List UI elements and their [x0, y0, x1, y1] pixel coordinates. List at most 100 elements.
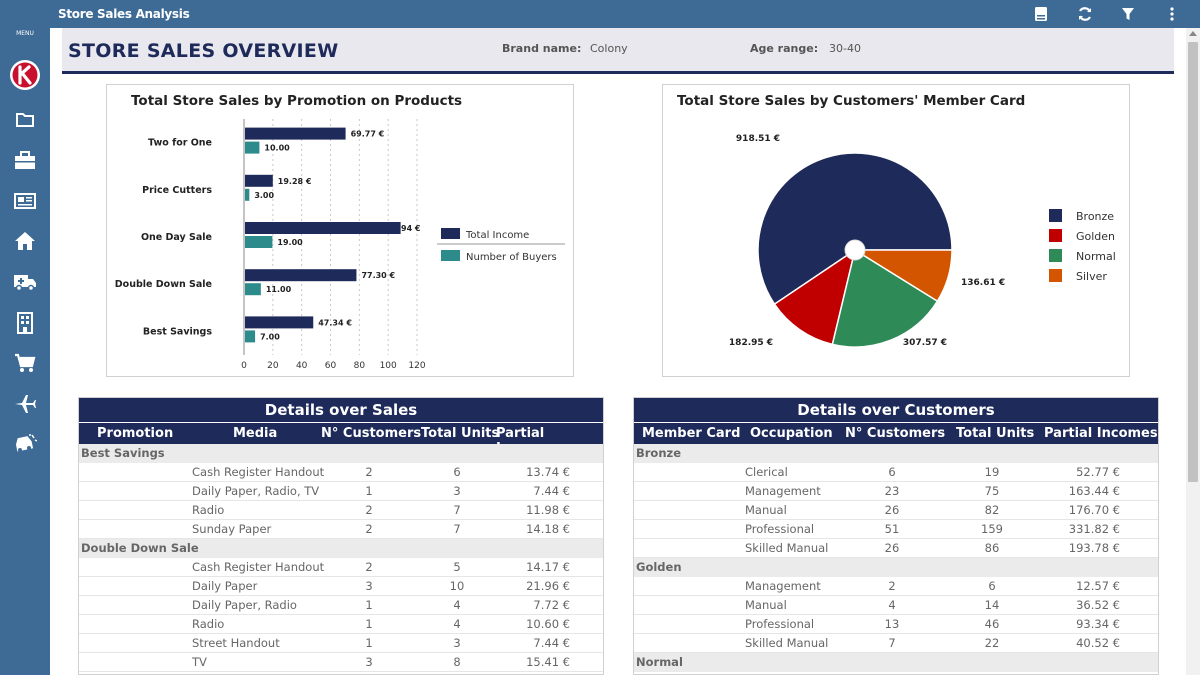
- slice-value-label: 136.61 €: [961, 278, 1005, 288]
- more-vertical-icon[interactable]: [1163, 5, 1181, 23]
- table-row[interactable]: Skilled Manual 7 22 40.52 €: [634, 634, 1158, 653]
- car-crash-icon[interactable]: [13, 432, 37, 456]
- ambulance-icon[interactable]: [13, 270, 37, 294]
- legend-swatch: [1049, 269, 1062, 282]
- table-cell: 19: [984, 465, 1000, 479]
- table-cell: 2: [365, 465, 373, 479]
- data-label: 47.34 €: [318, 318, 352, 327]
- col-customers[interactable]: N° Customers: [845, 426, 946, 441]
- table-row[interactable]: Sunday Paper 2 7 14.18 €: [79, 520, 603, 539]
- table-cell: 46: [984, 617, 1000, 631]
- pie-center-hole: [844, 239, 866, 261]
- table-cell: 331.82 €: [1068, 522, 1120, 536]
- scroll-thumb[interactable]: [1188, 42, 1198, 482]
- data-label: 10.00: [264, 144, 290, 153]
- customers-table-header: Member Card Occupation N° Customers Tota…: [634, 422, 1158, 444]
- home-icon[interactable]: [13, 229, 37, 253]
- x-tick-label: 0: [241, 361, 247, 371]
- table-row[interactable]: TV 3 8 15.41 €: [79, 653, 603, 672]
- logo-icon[interactable]: [9, 59, 41, 91]
- data-label: 19.28 €: [278, 177, 312, 186]
- col-occupation[interactable]: Occupation: [750, 426, 833, 441]
- col-promotion[interactable]: Promotion: [97, 426, 174, 441]
- newspaper-icon[interactable]: [13, 189, 37, 213]
- group-row[interactable]: Best Savings: [79, 444, 603, 463]
- folder-icon[interactable]: [13, 108, 37, 132]
- group-row[interactable]: Golden: [634, 558, 1158, 577]
- table-row[interactable]: Skilled Manual 26 86 193.78 €: [634, 539, 1158, 558]
- table-cell: 1: [365, 617, 373, 631]
- table-cell: 4: [453, 598, 461, 612]
- table-row[interactable]: Manual 4 14 36.52 €: [634, 596, 1158, 615]
- legend-swatch-buyers: [441, 250, 460, 261]
- table-cell: Skilled Manual: [745, 541, 829, 555]
- table-cell: 14.17 €: [526, 560, 570, 574]
- table-cell: 1: [365, 636, 373, 650]
- table-cell: 5: [453, 560, 461, 574]
- table-cell: 10.60 €: [526, 617, 570, 631]
- table-row[interactable]: Management 23 75 163.44 €: [634, 482, 1158, 501]
- col-total-units[interactable]: Total Units: [956, 426, 1035, 441]
- col-partial-incomes[interactable]: Partial Incomes: [1044, 426, 1158, 441]
- income-bar: [245, 269, 357, 282]
- scrollbar[interactable]: [1186, 28, 1200, 675]
- scroll-up-icon[interactable]: [1189, 31, 1197, 36]
- pie-slice-golden: [773, 248, 857, 346]
- sales-table-title: Details over Sales: [79, 398, 603, 422]
- slice-value-label: 182.95 €: [729, 338, 773, 348]
- briefcase-icon[interactable]: [13, 149, 37, 173]
- col-media[interactable]: Media: [233, 426, 278, 441]
- table-cell: 21.96 €: [526, 579, 570, 593]
- legend-swatch: [1049, 249, 1062, 262]
- table-cell: 13.74 €: [526, 465, 570, 479]
- category-label: Double Down Sale: [115, 279, 212, 290]
- table-cell: 7.44 €: [533, 636, 570, 650]
- pie-slice-normal: [831, 248, 939, 348]
- income-bar: [245, 222, 401, 234]
- table-row[interactable]: Daily Paper, Radio 1 4 7.72 €: [79, 596, 603, 615]
- table-cell: 1: [365, 598, 373, 612]
- table-cell: 163.44 €: [1068, 484, 1120, 498]
- document-icon[interactable]: [1032, 5, 1050, 23]
- table-row[interactable]: Management 2 6 12.57 €: [634, 577, 1158, 596]
- table-cell: Management: [745, 579, 821, 593]
- table-row[interactable]: Street Handout 1 3 7.44 €: [79, 634, 603, 653]
- refresh-icon[interactable]: [1076, 5, 1094, 23]
- group-row[interactable]: Bronze: [634, 444, 1158, 463]
- table-row[interactable]: Professional 51 159 331.82 €: [634, 520, 1158, 539]
- table-row[interactable]: Radio 2 7 11.98 €: [79, 501, 603, 520]
- table-row[interactable]: Radio 1 4 10.60 €: [79, 615, 603, 634]
- table-row[interactable]: Clerical 6 19 52.77 €: [634, 463, 1158, 482]
- table-row[interactable]: Cash Register Handout 2 5 14.17 €: [79, 558, 603, 577]
- table-cell: 52.77 €: [1076, 465, 1120, 479]
- table-cell: Sunday Paper: [192, 522, 272, 536]
- data-label: 7.00: [260, 332, 280, 341]
- age-range-value: 30-40: [829, 42, 861, 55]
- page-header: STORE SALES OVERVIEW Brand name: Colony …: [62, 28, 1174, 74]
- data-label: 3.00: [254, 191, 274, 200]
- table-row[interactable]: Cash Register Handout 2 6 13.74 €: [79, 463, 603, 482]
- group-row[interactable]: Normal: [634, 653, 1158, 672]
- table-cell: 7.44 €: [533, 484, 570, 498]
- building-icon[interactable]: [13, 311, 37, 335]
- table-row[interactable]: Manual 26 82 176.70 €: [634, 501, 1158, 520]
- table-row[interactable]: Daily Paper, Radio, TV 1 3 7.44 €: [79, 482, 603, 501]
- table-cell: Radio: [192, 503, 225, 517]
- table-cell: 93.34 €: [1076, 617, 1120, 631]
- menu-label: MENU: [16, 30, 34, 37]
- filter-icon[interactable]: [1119, 5, 1137, 23]
- x-tick-label: 100: [380, 361, 397, 371]
- cart-icon[interactable]: [13, 351, 37, 375]
- page-title: STORE SALES OVERVIEW: [68, 40, 339, 62]
- col-member-card[interactable]: Member Card: [642, 426, 741, 441]
- table-row[interactable]: Daily Paper 3 10 21.96 €: [79, 577, 603, 596]
- airplane-icon[interactable]: [13, 392, 37, 416]
- table-row[interactable]: Professional 13 46 93.34 €: [634, 615, 1158, 634]
- table-cell: 7: [453, 522, 461, 536]
- col-customers[interactable]: N° Customers: [321, 426, 422, 441]
- table-cell: 3: [453, 636, 461, 650]
- group-row[interactable]: Double Down Sale: [79, 539, 603, 558]
- bar-chart-title: Total Store Sales by Promotion on Produc…: [131, 93, 463, 109]
- table-cell: Daily Paper: [192, 579, 258, 593]
- col-total-units[interactable]: Total Units: [421, 426, 500, 441]
